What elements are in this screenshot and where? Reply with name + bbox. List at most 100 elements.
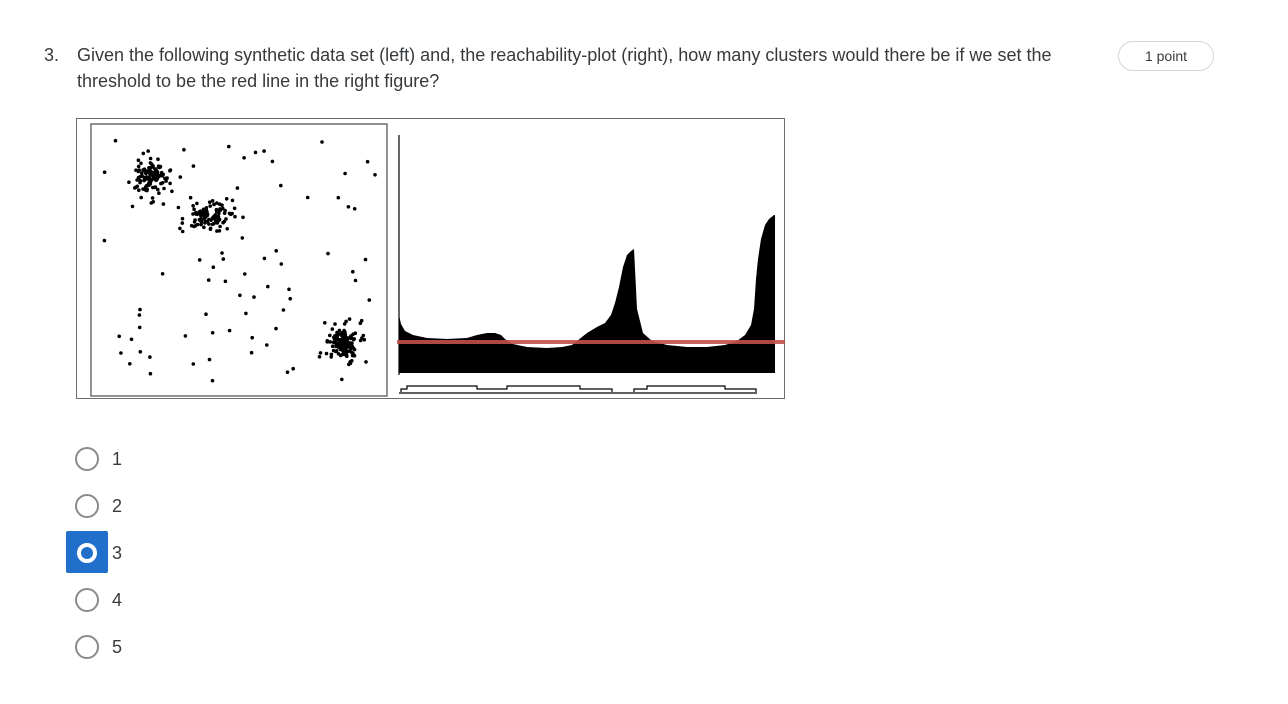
scatter-point [147, 167, 152, 171]
scatter-point [141, 187, 145, 191]
scatter-point [128, 362, 132, 366]
scatter-point [205, 211, 210, 216]
scatter-point [217, 202, 222, 206]
scatter-point [191, 164, 196, 168]
scatter-point [137, 175, 141, 180]
scatter-point [344, 350, 349, 354]
scatter-point [216, 218, 221, 222]
scatter-point [335, 330, 339, 335]
scatter-point [148, 177, 152, 182]
scatter-point [227, 328, 232, 333]
scatter-point [333, 322, 337, 326]
scatter-point [324, 351, 329, 356]
radio-button[interactable] [75, 635, 99, 659]
scatter-point [140, 171, 144, 175]
question-figure [76, 118, 785, 399]
scatter-point [317, 355, 322, 359]
scatter-point [207, 217, 211, 222]
scatter-point [342, 352, 347, 357]
scatter-point [144, 171, 148, 176]
option-3[interactable]: 3 [66, 530, 366, 577]
scatter-point [218, 207, 222, 211]
scatter-point [351, 269, 355, 274]
scatter-point [176, 205, 181, 210]
scatter-point [287, 287, 291, 292]
scatter-point [323, 321, 327, 325]
scatter-point [265, 343, 269, 347]
scatter-point [222, 211, 227, 215]
scatter-point [334, 349, 338, 354]
scatter-point [270, 159, 275, 164]
radio-button[interactable] [75, 541, 99, 565]
scatter-point [215, 201, 219, 205]
scatter-point [343, 171, 347, 176]
figure-svg [90, 123, 785, 397]
scatter-point [232, 206, 237, 211]
scatter-point [225, 227, 229, 231]
points-badge: 1 point [1118, 41, 1214, 71]
scatter-point [252, 295, 256, 299]
scatter-point [335, 336, 340, 340]
option-5[interactable]: 5 [66, 624, 366, 671]
scatter-point [165, 176, 169, 180]
scatter-point [352, 207, 357, 211]
scatter-point [138, 180, 142, 185]
scatter-point [178, 226, 182, 231]
scatter-point [137, 325, 142, 330]
scatter-point [139, 195, 143, 200]
scatter-point [250, 335, 254, 340]
scatter-point [211, 216, 216, 220]
scatter-point [151, 200, 155, 204]
scatter-point [326, 251, 330, 256]
radio-frame [66, 437, 108, 479]
scatter-point [353, 278, 358, 283]
scatter-point [211, 265, 216, 269]
scatter-point [279, 262, 284, 266]
option-1[interactable]: 1 [66, 436, 366, 483]
scatter-point [253, 150, 258, 155]
scatter-point [137, 313, 142, 317]
scatter-point [337, 344, 341, 349]
option-2[interactable]: 2 [66, 483, 366, 530]
scatter-point [127, 180, 131, 184]
radio-button[interactable] [75, 588, 99, 612]
option-4[interactable]: 4 [66, 577, 366, 624]
scatter-point [188, 195, 193, 200]
scatter-point [347, 340, 351, 345]
scatter-point [138, 350, 143, 354]
scatter-point [262, 256, 267, 261]
radio-button[interactable] [75, 494, 99, 518]
scatter-point [156, 157, 160, 161]
scatter-point [178, 175, 183, 179]
reachability-plot [399, 215, 775, 373]
scatter-point [202, 225, 206, 230]
scatter-point [346, 205, 351, 209]
radio-frame [66, 484, 108, 526]
scatter-point [363, 257, 368, 262]
scatter-point [192, 220, 197, 224]
scatter-point [343, 335, 348, 339]
scatter-point [213, 213, 217, 217]
scatter-point [193, 224, 198, 228]
scatter-point [210, 222, 215, 227]
scatter-point [361, 333, 366, 338]
scatter-point [230, 198, 235, 203]
scatter-point [330, 327, 335, 331]
scatter-point [180, 229, 185, 234]
scatter-point [117, 334, 121, 339]
scatter-point [235, 186, 240, 190]
scatter-point [291, 366, 295, 371]
radio-button[interactable] [75, 447, 99, 471]
scatter-point [238, 293, 242, 298]
scatter-point [195, 201, 199, 206]
scatter-point [154, 171, 158, 175]
scatter-point [189, 223, 194, 228]
cluster-brackets [399, 385, 757, 394]
scatter-point [207, 200, 212, 204]
scatter-point [157, 191, 161, 195]
scatter-point [243, 272, 247, 276]
option-label: 3 [112, 543, 123, 563]
scatter-point [262, 149, 266, 153]
scatter-point [199, 217, 203, 221]
scatter-point [367, 298, 372, 302]
